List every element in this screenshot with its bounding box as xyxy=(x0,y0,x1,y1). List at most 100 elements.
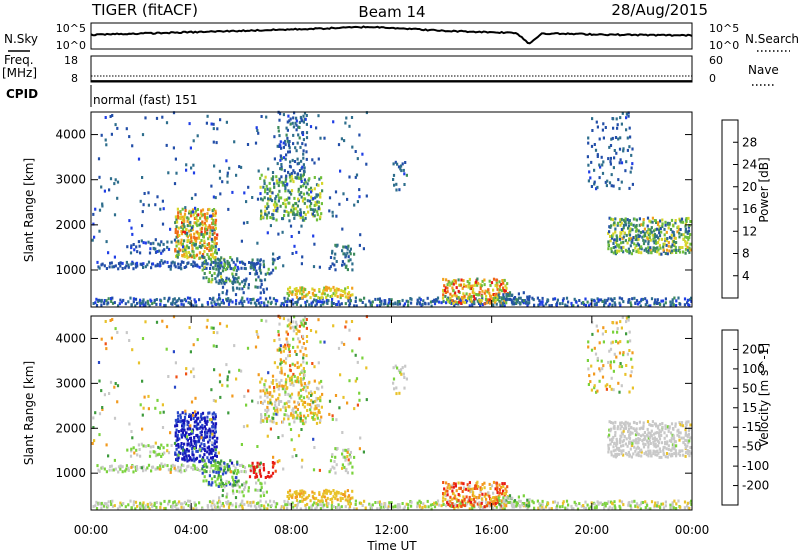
power-cell xyxy=(177,242,180,246)
velocity-cell xyxy=(496,488,499,492)
velocity-cell xyxy=(618,441,622,445)
power-cell xyxy=(630,153,633,157)
power-cell xyxy=(496,287,499,291)
velocity-cell xyxy=(297,434,301,438)
velocity-cell xyxy=(149,445,152,449)
power-cell xyxy=(613,223,616,227)
power-cell xyxy=(195,304,198,308)
power-cell xyxy=(454,281,457,285)
velocity-cell xyxy=(446,501,449,505)
velocity-cell xyxy=(642,433,645,437)
velocity-cell xyxy=(275,378,278,382)
power-cell xyxy=(644,234,647,238)
velocity-cell xyxy=(216,505,220,509)
velocity-cell xyxy=(455,505,458,509)
velocity-cell xyxy=(636,445,639,449)
velocity-cell xyxy=(277,330,280,333)
power-cell xyxy=(244,279,247,283)
power-cell xyxy=(267,300,270,304)
power-cell xyxy=(277,126,280,129)
velocity-cell xyxy=(207,458,210,462)
velocity-cell xyxy=(466,483,469,487)
velocity-cell xyxy=(658,447,661,451)
power-cell xyxy=(174,157,177,161)
power-cell xyxy=(690,300,693,303)
power-cell xyxy=(296,157,299,161)
power-cell xyxy=(258,265,261,269)
power-cell xyxy=(232,277,236,281)
power-cell xyxy=(673,233,676,237)
power-cell xyxy=(288,173,291,177)
velocity-cell xyxy=(637,446,641,450)
velocity-cell xyxy=(101,408,104,411)
velocity-cell xyxy=(214,451,217,455)
power-cell xyxy=(679,219,682,223)
power-cell xyxy=(616,223,619,227)
velocity-cell xyxy=(304,491,307,495)
power-cell xyxy=(473,283,476,287)
power-cell xyxy=(655,301,659,305)
power-cell xyxy=(212,140,215,144)
velocity-cell xyxy=(659,430,662,434)
velocity-cell xyxy=(448,483,451,487)
velocity-cell xyxy=(657,424,660,428)
power-cell xyxy=(98,175,101,179)
power-cell xyxy=(188,211,191,215)
velocity-cell xyxy=(649,423,652,427)
power-cell xyxy=(300,262,303,266)
velocity-cell xyxy=(112,468,115,472)
frequency-panel-frame xyxy=(90,55,693,83)
power-cell xyxy=(141,133,145,137)
power-cell xyxy=(633,296,636,300)
velocity-cell xyxy=(306,402,309,406)
velocity-cell xyxy=(644,443,647,446)
power-cell xyxy=(636,302,640,306)
velocity-cell xyxy=(213,441,216,445)
velocity-cell xyxy=(219,469,222,473)
velocity-cell xyxy=(463,504,466,508)
velocity-cell xyxy=(315,406,318,410)
power-cell xyxy=(345,264,348,268)
power-cell xyxy=(136,301,139,305)
velocity-cell xyxy=(210,441,213,445)
power-cell xyxy=(291,177,294,181)
velocity-cell xyxy=(319,418,322,422)
velocity-cell xyxy=(321,499,324,503)
velocity-cell xyxy=(690,503,693,506)
power-cell xyxy=(185,251,188,255)
power-cell xyxy=(295,302,298,306)
velocity-cell xyxy=(332,495,335,499)
velocity-cell xyxy=(170,464,173,468)
power-cell xyxy=(289,117,292,121)
power-cell xyxy=(393,183,396,187)
velocity-cell xyxy=(481,499,484,503)
velocity-cell xyxy=(140,505,143,508)
velocity-cell xyxy=(306,502,309,506)
velocity-cell xyxy=(97,361,101,364)
power-cell xyxy=(629,301,632,305)
velocity-cell xyxy=(212,425,215,429)
velocity-cell xyxy=(211,458,214,462)
velocity-cell xyxy=(177,414,180,418)
velocity-cell xyxy=(607,507,610,511)
colorbar-tick-label: -100 xyxy=(742,459,769,473)
power-cell xyxy=(618,301,621,305)
power-cell xyxy=(618,296,621,300)
power-cell xyxy=(339,293,342,297)
power-cell xyxy=(672,303,675,307)
power-cell xyxy=(616,221,620,225)
velocity-cell xyxy=(351,465,354,469)
power-cell xyxy=(611,218,614,222)
velocity-cell xyxy=(259,472,262,476)
power-cell xyxy=(349,247,352,251)
power-cell xyxy=(231,286,235,290)
power-cell xyxy=(213,271,216,275)
velocity-cell xyxy=(174,424,177,428)
power-cell xyxy=(643,227,646,231)
power-cell xyxy=(107,297,110,301)
power-cell xyxy=(222,266,226,270)
power-cell xyxy=(288,119,291,123)
power-cell xyxy=(635,244,638,247)
power-cell xyxy=(685,220,688,223)
power-cell xyxy=(243,262,247,266)
